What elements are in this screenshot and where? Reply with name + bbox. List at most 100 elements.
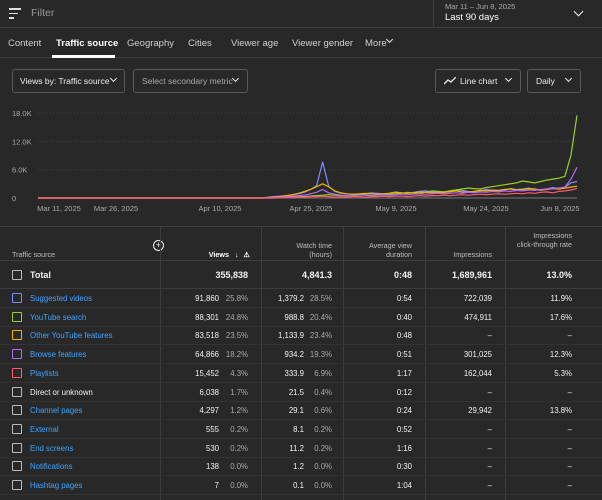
views-percent: 1.7%	[230, 388, 248, 397]
traffic-source-link[interactable]: Channel pages	[30, 406, 83, 415]
granularity-dropdown[interactable]: Daily	[527, 69, 581, 93]
row-checkbox[interactable]	[12, 368, 22, 378]
impressions-value: 29,942	[468, 406, 492, 415]
col-header-views[interactable]: Views ↓ ⚠	[170, 250, 250, 259]
tab-more[interactable]: More	[365, 38, 387, 49]
col-header-ctr[interactable]: Impressions click-through rate	[516, 231, 572, 249]
row-checkbox[interactable]	[12, 405, 22, 415]
x-tick-label: Apr 10, 2025	[199, 204, 242, 213]
traffic-source-link[interactable]: Notifications	[30, 462, 73, 471]
traffic-source-link[interactable]: Hashtag pages	[30, 481, 83, 490]
tab-viewer-age[interactable]: Viewer age	[231, 38, 279, 49]
traffic-line-chart: 18.0K 12.0K 6.0K 0 Mar 11, 2025 Mar 26, 2025 A…	[12, 109, 580, 213]
filter-input[interactable]: Filter	[31, 7, 55, 19]
date-range-dates: Mar 11 – Jun 8, 2025	[445, 2, 516, 11]
chevron-down-icon	[573, 6, 584, 17]
traffic-source-link[interactable]: External	[30, 425, 59, 434]
table-row[interactable]: Hashtag pages 7 0.0% 0.1 0.0% 1:04 – –	[0, 476, 602, 495]
col-header-avd[interactable]: Average view duration	[368, 241, 412, 259]
table-row[interactable]: External 555 0.2% 8.1 0.2% 0:52 – –	[0, 420, 602, 439]
table-row[interactable]: Direct or unknown 6,038 1.7% 21.5 0.4% 0…	[0, 383, 602, 402]
add-metric-icon[interactable]: +	[153, 240, 164, 251]
impressions-value: –	[487, 425, 492, 434]
table-row[interactable]: End screens 530 0.2% 11.2 0.2% 1:16 – –	[0, 439, 602, 458]
views-value: 555	[205, 425, 219, 434]
series-line-4	[38, 188, 578, 199]
impressions-value: –	[487, 444, 492, 453]
chart-type-dropdown[interactable]: Line chart	[435, 69, 521, 93]
traffic-source-link[interactable]: Playlists	[30, 369, 59, 378]
traffic-source-link[interactable]: Suggested videos	[30, 294, 92, 303]
tab-traffic-source[interactable]: Traffic source	[56, 38, 119, 49]
warning-icon: ⚠	[243, 250, 250, 259]
traffic-source-link[interactable]: Browse features	[30, 350, 87, 359]
views-by-label: Views by: Traffic source	[20, 76, 110, 86]
chevron-down-icon	[109, 74, 118, 83]
table-row[interactable]: Playlists 15,452 4.3% 333.9 6.9% 1:17 16…	[0, 364, 602, 383]
tab-geography[interactable]: Geography	[127, 38, 175, 49]
ctr-value: –	[567, 444, 572, 453]
filter-icon[interactable]	[9, 8, 21, 19]
views-value: 15,452	[195, 369, 219, 378]
traffic-source-link[interactable]: End screens	[30, 444, 74, 453]
table-row[interactable]: Notifications 138 0.0% 1.2 0.0% 0:30 – –	[0, 457, 602, 476]
views-by-dropdown[interactable]: Views by: Traffic source	[12, 69, 125, 93]
avd-value: 1:04	[396, 481, 412, 490]
impressions-value: 301,025	[463, 350, 492, 359]
active-tab-indicator	[52, 55, 115, 58]
watch-time-percent: 0.0%	[314, 481, 332, 490]
date-range-label: Last 90 days	[445, 12, 499, 23]
views-value: 7	[214, 481, 219, 490]
traffic-source-link[interactable]: YouTube search	[30, 313, 87, 322]
tab-content[interactable]: Content	[8, 38, 42, 49]
table-total-row: Total 355,838 4,841.3 0:48 1,689,961 13.…	[0, 262, 602, 289]
y-tick-label: 6.0K	[12, 166, 27, 175]
impressions-value: –	[487, 331, 492, 340]
ctr-value: –	[567, 388, 572, 397]
row-checkbox[interactable]	[12, 330, 22, 340]
watch-time-value: 8.1	[293, 425, 304, 434]
col-header-source: Traffic source	[12, 250, 56, 259]
x-tick-label: Jun 8, 2025	[540, 204, 579, 213]
table-row[interactable]: Suggested videos 91,860 25.8% 1,379.2 28…	[0, 289, 602, 308]
watch-time-value: 11.2	[289, 444, 304, 453]
views-value: 6,038	[199, 388, 219, 397]
col-header-views-label: Views	[208, 250, 229, 259]
tab-viewer-gender[interactable]: Viewer gender	[292, 38, 354, 49]
col-header-impressions[interactable]: Impressions	[453, 250, 492, 259]
row-checkbox[interactable]	[12, 387, 22, 397]
tab-cities[interactable]: Cities	[188, 38, 212, 49]
ctr-value: –	[567, 425, 572, 434]
total-checkbox[interactable]	[12, 270, 22, 280]
table-row[interactable]: Other YouTube features 83,518 23.5% 1,13…	[0, 326, 602, 345]
row-checkbox[interactable]	[12, 293, 22, 303]
row-checkbox[interactable]	[12, 461, 22, 471]
views-value: 91,860	[195, 294, 219, 303]
date-range-picker[interactable]: Mar 11 – Jun 8, 2025 Last 90 days	[433, 0, 602, 28]
watch-time-value: 333.9	[284, 369, 304, 378]
table-row[interactable]: Channel pages 4,297 1.2% 29.1 0.6% 0:24 …	[0, 401, 602, 420]
secondary-metric-label: Select secondary metric	[142, 76, 233, 86]
watch-time-percent: 19.3%	[309, 350, 332, 359]
avd-value: 0:48	[396, 331, 412, 340]
row-checkbox[interactable]	[12, 480, 22, 490]
table-row[interactable]: Browse features 64,866 18.2% 934.2 19.3%…	[0, 345, 602, 364]
chevron-down-icon	[504, 74, 513, 83]
chevron-down-icon	[385, 35, 394, 44]
ctr-value: 11.9%	[550, 294, 572, 303]
row-checkbox[interactable]	[12, 349, 22, 359]
traffic-source-link[interactable]: Other YouTube features	[30, 331, 113, 340]
row-checkbox[interactable]	[12, 424, 22, 434]
impressions-value: –	[487, 481, 492, 490]
col-header-watch-time[interactable]: Watch time (hours)	[296, 241, 332, 259]
table-row[interactable]: YouTube search 88,301 24.8% 988.8 20.4% …	[0, 308, 602, 327]
filter-bar: Filter Mar 11 – Jun 8, 2025 Last 90 days	[0, 0, 602, 28]
row-checkbox[interactable]	[12, 312, 22, 322]
watch-time-percent: 0.4%	[314, 388, 332, 397]
secondary-metric-dropdown[interactable]: Select secondary metric	[133, 69, 248, 93]
views-value: 64,866	[195, 350, 219, 359]
tab-more-label: More	[365, 38, 387, 49]
row-checkbox[interactable]	[12, 443, 22, 453]
watch-time-value: 1,133.9	[277, 331, 304, 340]
line-chart-icon	[444, 77, 456, 85]
